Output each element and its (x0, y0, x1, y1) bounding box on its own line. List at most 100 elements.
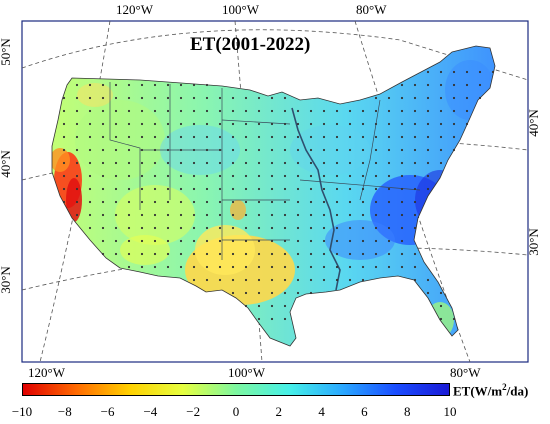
site-dot (218, 200, 222, 204)
site-dot (400, 226, 404, 230)
site-dot (127, 174, 131, 178)
site-dot (322, 226, 326, 230)
site-dot (374, 96, 378, 100)
site-dot (361, 174, 365, 178)
site-dot (309, 109, 313, 113)
site-dot (179, 200, 183, 204)
site-dot (62, 148, 66, 152)
site-dot (153, 148, 157, 152)
site-dot (114, 122, 118, 126)
site-dot (62, 161, 66, 165)
site-dot (218, 239, 222, 243)
site-dot (374, 187, 378, 191)
site-dot (153, 83, 157, 87)
site-dot (335, 109, 339, 113)
site-dot (62, 135, 66, 139)
site-dot (205, 148, 209, 152)
site-dot (452, 70, 456, 74)
site-dot (231, 161, 235, 165)
site-dot (127, 96, 131, 100)
site-dot (348, 213, 352, 217)
site-dot (88, 226, 92, 230)
site-dot (348, 161, 352, 165)
site-dot (140, 239, 144, 243)
site-dot (296, 265, 300, 269)
site-dot (413, 122, 417, 126)
site-dot (348, 174, 352, 178)
site-dot (335, 252, 339, 256)
site-dot (270, 96, 274, 100)
site-dot (62, 187, 66, 191)
site-dot (439, 83, 443, 87)
site-dot (400, 122, 404, 126)
site-dot (322, 174, 326, 178)
site-dot (283, 317, 287, 321)
site-dot (335, 200, 339, 204)
site-dot (374, 109, 378, 113)
site-dot (270, 317, 274, 321)
site-dot (439, 291, 443, 295)
colorbar-tick-label: 6 (361, 404, 368, 419)
site-dot (296, 200, 300, 204)
site-dot (387, 265, 391, 269)
site-dot (439, 148, 443, 152)
site-dot (179, 83, 183, 87)
site-dot (140, 200, 144, 204)
site-dot (283, 291, 287, 295)
site-dot (413, 174, 417, 178)
site-dot (387, 174, 391, 178)
site-dot (270, 109, 274, 113)
site-dot (452, 109, 456, 113)
site-dot (153, 265, 157, 269)
site-dot (166, 96, 170, 100)
site-dot (452, 96, 456, 100)
site-dot (101, 239, 105, 243)
site-dot (322, 200, 326, 204)
site-dot (62, 122, 66, 126)
site-dot (348, 252, 352, 256)
site-dot (205, 200, 209, 204)
site-dot (101, 122, 105, 126)
site-dot (218, 213, 222, 217)
site-dot (309, 122, 313, 126)
site-dot (88, 83, 92, 87)
site-dot (153, 226, 157, 230)
site-dot (244, 122, 248, 126)
site-dot (75, 122, 79, 126)
lon-label-top-100: 100°W (222, 2, 259, 17)
site-dot (270, 187, 274, 191)
site-dot (439, 122, 443, 126)
site-dot (387, 109, 391, 113)
site-dot (452, 83, 456, 87)
site-dot (231, 187, 235, 191)
site-dot (387, 252, 391, 256)
site-dot (127, 252, 131, 256)
site-dot (335, 161, 339, 165)
site-dot (127, 213, 131, 217)
site-dot (257, 304, 261, 308)
site-dot (296, 148, 300, 152)
site-dot (192, 200, 196, 204)
site-dot (166, 148, 170, 152)
site-dot (127, 200, 131, 204)
site-dot (257, 187, 261, 191)
site-dot (114, 148, 118, 152)
site-dot (244, 161, 248, 165)
site-dot (348, 109, 352, 113)
site-dot (400, 83, 404, 87)
site-dot (426, 161, 430, 165)
site-dot (75, 135, 79, 139)
site-dot (192, 96, 196, 100)
site-dot (478, 96, 482, 100)
site-dot (153, 122, 157, 126)
site-dot (205, 135, 209, 139)
site-dot (101, 200, 105, 204)
site-dot (387, 187, 391, 191)
site-dot (296, 187, 300, 191)
site-dot (257, 96, 261, 100)
site-dot (270, 122, 274, 126)
site-dot (101, 161, 105, 165)
site-dot (205, 161, 209, 165)
site-dot (192, 122, 196, 126)
